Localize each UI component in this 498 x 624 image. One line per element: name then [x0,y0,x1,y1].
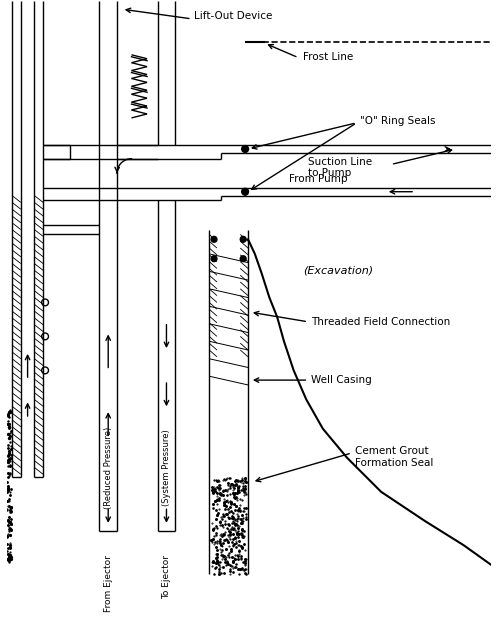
Circle shape [240,236,246,242]
Text: (System Pressure): (System Pressure) [162,429,171,506]
Text: Well Casing: Well Casing [311,375,372,385]
Text: Frost Line: Frost Line [303,52,354,62]
Text: (Reduced Pressure): (Reduced Pressure) [104,426,113,509]
Text: Cement Grout
Formation Seal: Cement Grout Formation Seal [355,446,433,468]
Circle shape [240,256,246,261]
Text: From Pump: From Pump [289,174,347,184]
Text: From Ejector: From Ejector [104,555,113,612]
Text: "O" Ring Seals: "O" Ring Seals [360,116,435,126]
Circle shape [211,256,217,261]
Text: (Excavation): (Excavation) [303,265,374,276]
Circle shape [242,145,249,152]
Circle shape [211,236,217,242]
Text: Threaded Field Connection: Threaded Field Connection [311,317,450,327]
Circle shape [242,188,249,195]
Text: Lift-Out Device: Lift-Out Device [194,11,272,21]
Text: To Ejector: To Ejector [162,555,171,599]
Text: Suction Line
to Pump: Suction Line to Pump [308,157,373,178]
